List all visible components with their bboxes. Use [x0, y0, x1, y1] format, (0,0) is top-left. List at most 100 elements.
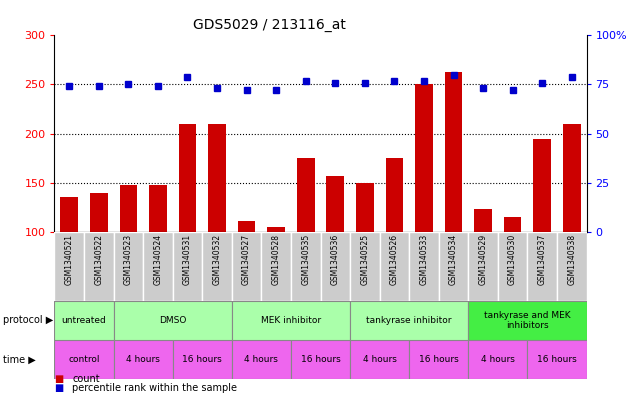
Text: 16 hours: 16 hours: [183, 355, 222, 364]
Text: time ▶: time ▶: [3, 354, 36, 365]
Bar: [409, 35, 438, 232]
FancyBboxPatch shape: [54, 232, 84, 301]
Bar: [179, 124, 196, 232]
Bar: [232, 35, 262, 232]
FancyBboxPatch shape: [350, 232, 379, 301]
Text: 4 hours: 4 hours: [363, 355, 397, 364]
Text: GSM1340535: GSM1340535: [301, 234, 310, 285]
Text: percentile rank within the sample: percentile rank within the sample: [72, 383, 237, 393]
FancyBboxPatch shape: [438, 232, 469, 301]
Text: 4 hours: 4 hours: [126, 355, 160, 364]
Text: GSM1340538: GSM1340538: [567, 234, 576, 285]
Text: ■: ■: [54, 375, 63, 384]
Bar: [208, 124, 226, 232]
Text: 16 hours: 16 hours: [419, 355, 458, 364]
Bar: [533, 138, 551, 232]
Bar: [60, 196, 78, 232]
Bar: [232, 301, 350, 340]
Bar: [232, 340, 291, 379]
FancyBboxPatch shape: [172, 232, 203, 301]
Bar: [143, 35, 172, 232]
Bar: [90, 193, 108, 232]
Text: GSM1340531: GSM1340531: [183, 234, 192, 285]
Bar: [113, 340, 172, 379]
Text: tankyrase and MEK
inhibitors: tankyrase and MEK inhibitors: [484, 310, 570, 330]
Text: GSM1340526: GSM1340526: [390, 234, 399, 285]
Bar: [203, 35, 232, 232]
Text: ■: ■: [54, 383, 63, 393]
Bar: [172, 35, 203, 232]
Bar: [238, 221, 256, 232]
Text: DMSO: DMSO: [159, 316, 187, 325]
FancyBboxPatch shape: [232, 232, 262, 301]
Text: GSM1340525: GSM1340525: [360, 234, 369, 285]
FancyBboxPatch shape: [203, 232, 232, 301]
FancyBboxPatch shape: [143, 232, 172, 301]
Bar: [350, 301, 469, 340]
Text: tankyrase inhibitor: tankyrase inhibitor: [367, 316, 452, 325]
Bar: [172, 340, 232, 379]
Text: GSM1340523: GSM1340523: [124, 234, 133, 285]
Bar: [498, 35, 528, 232]
Bar: [291, 35, 320, 232]
Text: 16 hours: 16 hours: [537, 355, 577, 364]
FancyBboxPatch shape: [291, 232, 320, 301]
Bar: [350, 340, 409, 379]
Bar: [563, 124, 581, 232]
Text: GSM1340536: GSM1340536: [331, 234, 340, 285]
Bar: [438, 35, 469, 232]
Text: GSM1340534: GSM1340534: [449, 234, 458, 285]
Text: 4 hours: 4 hours: [481, 355, 515, 364]
Bar: [409, 340, 469, 379]
Bar: [54, 340, 113, 379]
Bar: [385, 158, 403, 232]
Bar: [149, 185, 167, 232]
Bar: [504, 217, 522, 232]
Bar: [379, 35, 409, 232]
Bar: [557, 35, 587, 232]
Bar: [415, 84, 433, 232]
Text: protocol ▶: protocol ▶: [3, 315, 53, 325]
Text: GSM1340521: GSM1340521: [65, 234, 74, 285]
Bar: [445, 72, 462, 232]
FancyBboxPatch shape: [84, 232, 113, 301]
Bar: [356, 183, 374, 232]
Text: GSM1340537: GSM1340537: [538, 234, 547, 285]
Bar: [54, 35, 84, 232]
Bar: [113, 301, 232, 340]
Bar: [113, 35, 143, 232]
Text: GSM1340530: GSM1340530: [508, 234, 517, 285]
FancyBboxPatch shape: [379, 232, 409, 301]
Bar: [326, 176, 344, 232]
Text: control: control: [69, 355, 100, 364]
FancyBboxPatch shape: [320, 232, 350, 301]
Text: 4 hours: 4 hours: [244, 355, 278, 364]
Text: GDS5029 / 213116_at: GDS5029 / 213116_at: [193, 18, 345, 32]
Bar: [84, 35, 113, 232]
FancyBboxPatch shape: [498, 232, 528, 301]
FancyBboxPatch shape: [557, 232, 587, 301]
Bar: [469, 35, 498, 232]
Bar: [297, 158, 315, 232]
Bar: [528, 340, 587, 379]
Text: GSM1340527: GSM1340527: [242, 234, 251, 285]
Bar: [267, 227, 285, 232]
Bar: [469, 301, 587, 340]
Text: count: count: [72, 375, 100, 384]
Text: GSM1340533: GSM1340533: [419, 234, 428, 285]
Text: GSM1340522: GSM1340522: [94, 234, 103, 285]
Text: GSM1340528: GSM1340528: [272, 234, 281, 285]
Bar: [528, 35, 557, 232]
Bar: [320, 35, 350, 232]
FancyBboxPatch shape: [262, 232, 291, 301]
Bar: [262, 35, 291, 232]
Bar: [291, 340, 350, 379]
Text: GSM1340524: GSM1340524: [153, 234, 162, 285]
Bar: [469, 340, 528, 379]
Text: GSM1340532: GSM1340532: [213, 234, 222, 285]
FancyBboxPatch shape: [528, 232, 557, 301]
Text: 16 hours: 16 hours: [301, 355, 340, 364]
Bar: [350, 35, 379, 232]
FancyBboxPatch shape: [469, 232, 498, 301]
FancyBboxPatch shape: [409, 232, 438, 301]
